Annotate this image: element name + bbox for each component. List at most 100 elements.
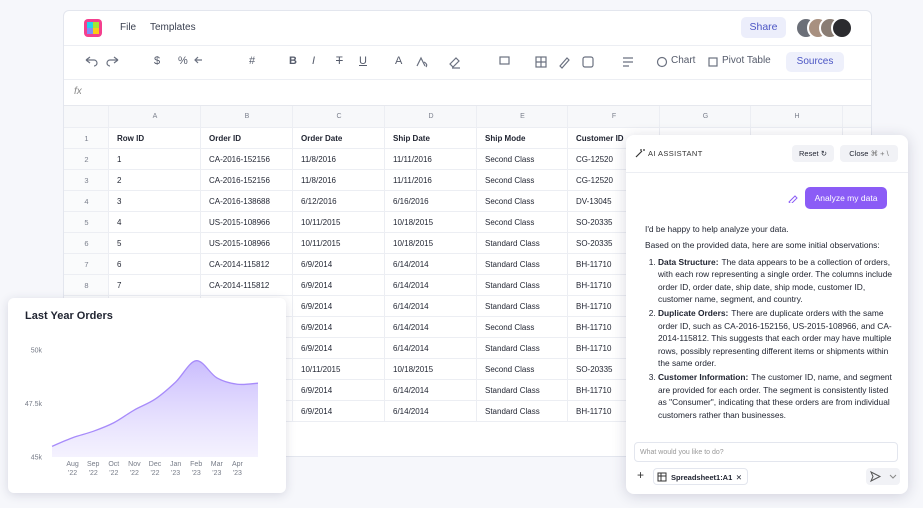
cell-text: 6/16/2016	[393, 197, 429, 206]
context-chip[interactable]: Spreadsheet1:A1 ✕	[653, 468, 748, 485]
cell-box	[64, 191, 109, 212]
cell-text: 6/9/2014	[301, 260, 333, 269]
cell-text: 11/11/2016	[393, 176, 432, 185]
reset-button[interactable]: Reset ↻	[792, 145, 834, 162]
cell-text: 6	[117, 260, 122, 269]
text-style-underline[interactable]: U	[359, 55, 367, 67]
x-tick-label: Sep '22	[86, 461, 100, 477]
column-letter: B	[244, 113, 250, 120]
menu-templates[interactable]: Templates	[150, 22, 196, 33]
column-header	[751, 106, 843, 128]
chart-button[interactable]: Chart	[671, 55, 696, 66]
cell-box	[477, 233, 568, 254]
cell-box	[385, 254, 477, 275]
cell-box	[385, 338, 477, 359]
chat-input[interactable]: What would you like to do?	[634, 442, 898, 462]
column-header	[477, 106, 568, 128]
cell-box	[477, 212, 568, 233]
cell-text: Standard Class	[485, 302, 540, 311]
header-cell: Ship Date	[393, 134, 430, 143]
cell-text: 6/9/2014	[301, 344, 333, 353]
observation-text: There are duplicate orders with the same…	[658, 308, 892, 369]
cell-text: 10/11/2015	[301, 239, 341, 248]
cell-text: Standard Class	[485, 407, 540, 416]
cell-text: 11/11/2016	[393, 155, 432, 164]
cell-box	[293, 317, 385, 338]
y-tick-label: 45k	[31, 455, 43, 462]
observation: Data Structure:The data appears to be a …	[658, 256, 895, 306]
column-header	[660, 106, 751, 128]
cell-box	[385, 128, 477, 149]
column-letter: C	[336, 113, 342, 120]
observation-text: The data appears to be a collection of o…	[658, 256, 893, 305]
close-button[interactable]: Close ⌘ + \	[840, 145, 898, 162]
menu-file[interactable]: File	[120, 22, 137, 33]
cell-box	[293, 233, 385, 254]
cell-box	[477, 359, 568, 380]
cell-text: Second Class	[485, 197, 535, 206]
sheet-icon	[657, 472, 667, 482]
cell-text: DV-13045	[576, 197, 612, 206]
cell-text: Standard Class	[485, 239, 540, 248]
cell-box	[477, 401, 568, 422]
user-request: Analyze my data	[805, 187, 887, 209]
observation-title: Customer Information:	[658, 372, 749, 383]
cell-box	[109, 170, 201, 191]
cell-text: Second Class	[485, 365, 535, 374]
row-number: 5	[84, 218, 89, 227]
avatars	[795, 17, 853, 39]
cell-text: 7	[117, 281, 122, 290]
cell-text: Second Class	[485, 218, 535, 227]
cell-text: Second Class	[485, 323, 535, 332]
divider	[64, 45, 871, 46]
text-style-italic[interactable]: I	[312, 55, 316, 67]
pivot-table-button[interactable]: Pivot Table	[722, 55, 771, 66]
divider	[64, 105, 871, 106]
row-number: 3	[84, 176, 89, 185]
add-button[interactable]: +	[637, 468, 645, 482]
cell-box	[109, 212, 201, 233]
cell-text: SO-20335	[576, 365, 613, 374]
shortcut: ⌘ + \	[870, 149, 889, 158]
column-header	[843, 106, 871, 128]
logo	[84, 19, 102, 37]
cell-text: CG-12520	[576, 176, 613, 185]
sources-button[interactable]: Sources	[786, 52, 844, 72]
x-tick-label: Apr '23	[231, 461, 243, 477]
row-number: 8	[84, 281, 89, 290]
cell-text: CG-12520	[576, 155, 613, 164]
text-style-bold[interactable]: B	[289, 55, 297, 67]
cell-text: BH-11710	[576, 407, 612, 416]
header-cell: Order ID	[209, 134, 242, 143]
cell-text: 6/14/2014	[393, 386, 429, 395]
cell-box	[477, 380, 568, 401]
send-button[interactable]	[866, 468, 900, 485]
formula-label: fx	[74, 86, 82, 97]
cell-text: CA-2016-138688	[209, 197, 270, 206]
text-style-strike[interactable]: T	[336, 55, 343, 67]
cell-box	[385, 401, 477, 422]
cell-text: 3	[117, 197, 122, 206]
cell-box	[293, 128, 385, 149]
row-number: 1	[84, 134, 89, 143]
cell-text: 6/9/2014	[301, 407, 333, 416]
x-tick-label: Feb '23	[190, 461, 203, 477]
cell-text: BH-11710	[576, 344, 612, 353]
format-symbol: $	[154, 55, 161, 67]
observation: Duplicate Orders:There are duplicate ord…	[658, 307, 895, 369]
header-cell: Customer ID	[576, 134, 624, 143]
cell-text: CA-2014-115812	[209, 260, 270, 269]
cell-box	[477, 254, 568, 275]
cell-box	[477, 296, 568, 317]
cell-box	[201, 191, 293, 212]
observation: Customer Information:The customer ID, na…	[658, 371, 895, 421]
cell-box	[293, 254, 385, 275]
observation-text: The customer ID, name, and segment are p…	[658, 372, 892, 420]
cell-text: 11/8/2016	[301, 155, 336, 164]
cell-box	[477, 170, 568, 191]
cell-text: 10/18/2015	[393, 218, 434, 227]
cell-text: Standard Class	[485, 260, 540, 269]
cell-box	[201, 170, 293, 191]
share-button[interactable]: Share	[741, 17, 786, 38]
text-style-font[interactable]: A	[395, 55, 403, 67]
